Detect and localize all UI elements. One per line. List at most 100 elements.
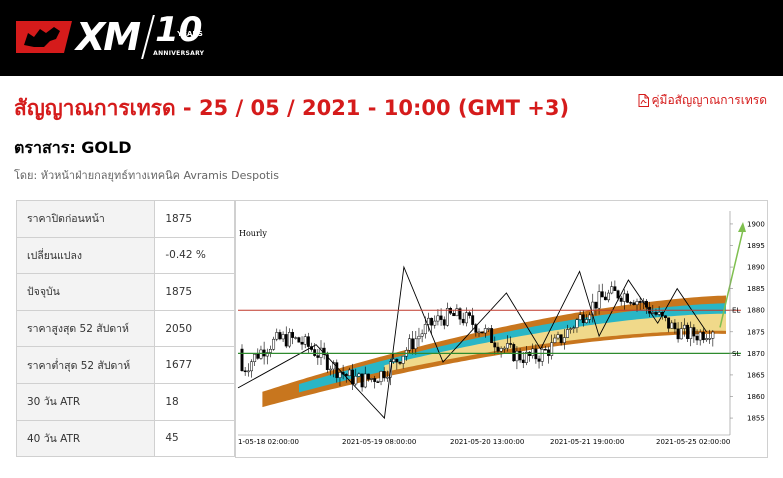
candle-body bbox=[291, 332, 295, 338]
stats-row: ราคาสูงสุด 52 สัปดาห์ 2050 bbox=[15, 309, 235, 348]
candle-body bbox=[676, 328, 680, 340]
candle-body bbox=[556, 334, 560, 339]
candle-body bbox=[474, 324, 478, 333]
candle-body bbox=[335, 362, 339, 378]
page-title: สัญญาณการเทรด - 25 / 05 / 2021 - 10:00 (… bbox=[14, 96, 570, 120]
stats-label: เปลี่ยนแปลง bbox=[15, 236, 156, 275]
candle-body bbox=[300, 341, 304, 345]
candle-body bbox=[622, 293, 626, 302]
x-tick-label: 2021-05-25 02:00:00 bbox=[656, 438, 730, 446]
candle-body bbox=[550, 342, 554, 356]
candle-body bbox=[385, 376, 389, 379]
stats-row: ราคาปิดก่อนหน้า 1875 bbox=[15, 200, 235, 238]
candle-body bbox=[588, 314, 592, 320]
y-tick-label: 1870 bbox=[747, 350, 765, 358]
target-arrow-head bbox=[738, 221, 746, 232]
candle-body bbox=[575, 319, 579, 328]
candle-body bbox=[445, 308, 449, 326]
candle-body bbox=[629, 302, 633, 304]
candle-body bbox=[566, 329, 569, 338]
candle-body bbox=[698, 331, 702, 341]
candle-body bbox=[594, 301, 598, 309]
candle-body bbox=[493, 342, 497, 348]
candle-body bbox=[673, 322, 677, 330]
candle-body bbox=[351, 369, 355, 385]
candle-body bbox=[376, 381, 380, 383]
stats-label: ราคาสูงสุด 52 สัปดาห์ bbox=[15, 309, 156, 348]
candle-body bbox=[392, 358, 396, 362]
candle-body bbox=[496, 346, 500, 352]
stats-label: ราคาต่ำสุด 52 สัปดาห์ bbox=[15, 346, 156, 384]
candle-body bbox=[547, 349, 550, 356]
candle-body bbox=[455, 308, 459, 317]
anniversary-years: YEARS bbox=[177, 30, 203, 38]
stats-row: 40 วัน ATR 45 bbox=[15, 419, 235, 458]
stats-value: 1875 bbox=[154, 200, 235, 238]
y-tick-label: 1885 bbox=[747, 285, 765, 293]
candle-body bbox=[322, 347, 326, 355]
candle-body bbox=[344, 373, 348, 377]
candle-body bbox=[572, 327, 576, 329]
candle-body bbox=[395, 358, 399, 363]
candle-body bbox=[243, 370, 247, 373]
candle-body bbox=[426, 317, 430, 325]
candle-body bbox=[417, 335, 421, 340]
candle-body bbox=[480, 331, 484, 334]
candle-body bbox=[603, 296, 607, 301]
candle-body bbox=[543, 348, 547, 351]
candle-body bbox=[354, 375, 358, 385]
candle-body bbox=[430, 317, 434, 326]
x-tick-label: 2021-05-19 08:00:00 bbox=[342, 438, 416, 446]
candle-body bbox=[483, 328, 487, 334]
candle-body bbox=[303, 336, 307, 345]
author-byline: โดย: หัวหน้าฝ่ายกลยุทธ์ทางเทคนิค Avramis… bbox=[14, 169, 279, 182]
candle-body bbox=[559, 334, 563, 343]
candle-body bbox=[505, 343, 509, 349]
candle-body bbox=[635, 301, 639, 305]
candle-body bbox=[373, 378, 377, 382]
candle-body bbox=[439, 315, 443, 320]
chart-svg: 1855 1860 1865 1870 1875 1880 1885 1890 1895 1900… bbox=[237, 211, 765, 446]
x-tick-label: 1-05-18 02:00:00 bbox=[238, 438, 299, 446]
candle-body bbox=[679, 328, 683, 340]
candle-body bbox=[581, 314, 585, 323]
candle-body bbox=[268, 349, 272, 353]
candle-body bbox=[651, 312, 655, 314]
candle-body bbox=[265, 352, 269, 357]
candle-body bbox=[287, 332, 291, 347]
y-tick-label: 1895 bbox=[747, 242, 765, 250]
candle-body bbox=[689, 327, 693, 339]
candle-body bbox=[363, 373, 367, 388]
site-header: XM 10 YEARS ANNIVERSARY bbox=[0, 0, 783, 76]
candle-body bbox=[414, 338, 418, 350]
candle-body bbox=[401, 355, 405, 364]
band-inner bbox=[384, 313, 726, 373]
candle-body bbox=[509, 343, 513, 345]
candle-body bbox=[468, 312, 471, 316]
x-tick-label: 2021-05-20 13:00:00 bbox=[450, 438, 524, 446]
candle-body bbox=[275, 332, 279, 340]
xm-logo[interactable]: XM 10 YEARS ANNIVERSARY bbox=[14, 10, 213, 60]
candle-body bbox=[471, 315, 475, 325]
candle-body bbox=[499, 348, 503, 352]
candle-body bbox=[638, 301, 642, 303]
candle-body bbox=[464, 312, 468, 324]
candle-body bbox=[306, 336, 310, 347]
trading-signals-guide-link[interactable]: คู่มือสัญญาณการเทรด bbox=[638, 91, 767, 110]
stats-value: 45 bbox=[154, 419, 235, 458]
candle-body bbox=[420, 333, 424, 337]
stats-label: ปัจจุบัน bbox=[15, 273, 156, 311]
candle-body bbox=[313, 349, 317, 356]
y-tick-label: 1900 bbox=[747, 220, 765, 228]
candle-body bbox=[382, 371, 386, 379]
candle-body bbox=[600, 291, 604, 298]
y-tick-label: 1865 bbox=[747, 371, 765, 379]
candle-body bbox=[360, 373, 364, 388]
candle-body bbox=[708, 338, 712, 340]
candle-body bbox=[297, 337, 301, 343]
candle-body bbox=[512, 344, 516, 362]
candle-body bbox=[240, 348, 244, 372]
entry-label: EL bbox=[732, 307, 740, 315]
y-tick-label: 1880 bbox=[747, 307, 765, 315]
candle-body bbox=[259, 349, 263, 359]
